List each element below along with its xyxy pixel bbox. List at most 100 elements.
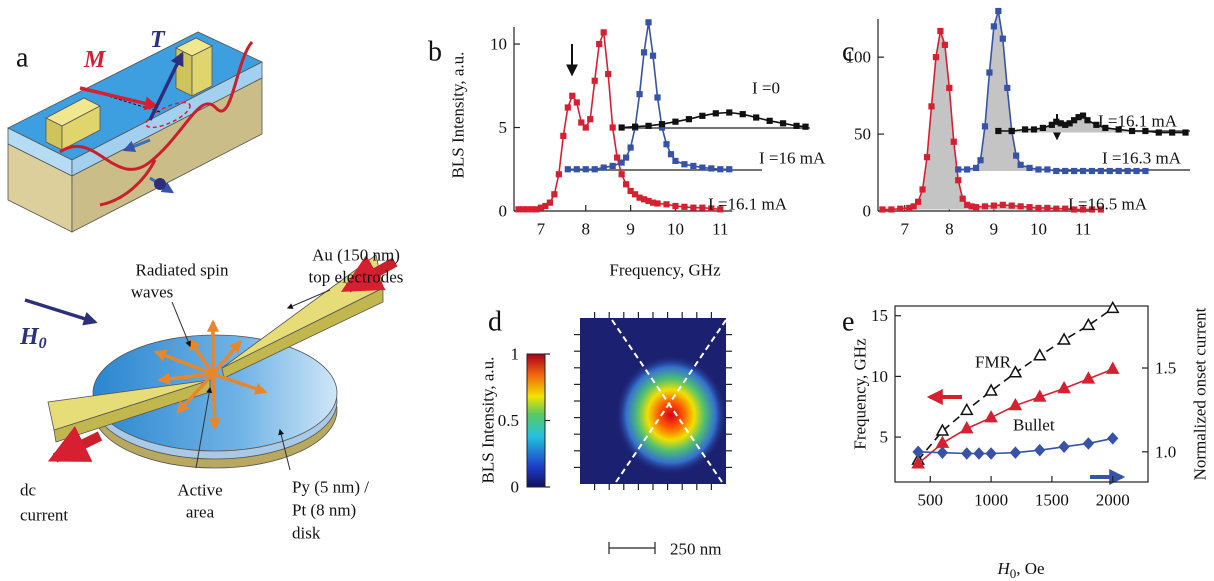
x-tick-label: 8 [945,220,954,239]
data-point [1026,164,1033,172]
data-point [631,123,639,130]
y2-tick-label: 1.0 [1155,442,1176,461]
data-point [1008,397,1023,411]
data-point [699,204,706,211]
data-point [999,201,1006,208]
data-point [631,191,639,198]
magnetization-label: M [83,47,107,73]
data-point [1062,167,1069,175]
series-label: FMR [975,353,1012,372]
x-tick-label: 1000 [974,491,1008,510]
data-point [605,70,612,78]
data-point [984,410,998,423]
y-tick-label: 100 [846,48,872,67]
data-point [1013,152,1020,159]
series-label: I =16.5 mA [1068,195,1148,214]
data-point [935,435,950,448]
electrode-edge [615,319,727,483]
data-point [973,447,985,460]
data-point [981,123,989,130]
data-point [1008,127,1015,135]
data-point [1035,166,1042,173]
data-point [1035,204,1042,212]
data-point [600,164,607,171]
x-tick-label: 7 [900,220,909,239]
series-label: I =0 [752,79,780,98]
data-point [1105,300,1120,314]
series-label: I =16.1 mA [1098,112,1178,131]
data-point [753,114,760,121]
data-point [618,171,625,178]
data-point [663,201,670,208]
data-point [1182,129,1189,136]
data-point [919,186,926,193]
data-point [928,103,935,110]
current-label: dc [20,481,37,500]
colorbar [526,353,546,488]
series-line [917,307,1114,461]
data-point [596,40,603,48]
data-point [640,49,648,56]
y-tick-label: 5 [499,118,508,137]
data-point [1071,206,1078,213]
data-point [1133,167,1140,175]
data-point [690,162,697,170]
data-point [699,164,706,171]
y-tick-label: 10 [490,35,507,54]
y-tick-label: 0 [863,202,872,221]
data-point [672,157,679,165]
data-point [1053,205,1060,212]
spin-wave-label: waves [131,283,173,302]
y-tick-label: 15 [871,306,888,325]
data-point [708,165,715,172]
data-point [1088,167,1096,175]
field-label: H0 [19,324,47,352]
data-point [910,203,917,210]
data-point [950,138,957,145]
electrode-label: Au (150 nm) [312,246,400,265]
colorbar-tick-label: 0.5 [498,411,519,430]
y2-tick-label: 1.5 [1155,359,1176,378]
data-point [726,166,733,173]
disk-label: Pt (8 nm) [292,501,356,520]
series-label: I =16 mA [759,149,826,168]
field-symbol: H [19,324,40,350]
data-point [1079,167,1087,175]
data-point [1097,206,1104,213]
electrode-label: top electrodes [309,268,404,287]
data-point [990,23,997,30]
x-axis-subscript: 0 [1010,566,1017,581]
active-area-label: Active [177,481,222,500]
data-point [1032,348,1047,361]
data-point [937,27,944,35]
data-point [1169,129,1176,136]
data-point [1057,332,1071,345]
data-point [1079,112,1087,119]
data-point [897,205,904,212]
data-point [1039,124,1047,132]
x-tick-label: 9 [990,220,999,239]
x-axis-label: Frequency, GHz [609,261,721,280]
data-point [802,123,809,130]
x-tick-label: 2000 [1096,491,1130,510]
data-point [986,69,993,76]
data-point [1057,380,1071,394]
data-point [981,203,989,210]
current-label: current [20,506,68,525]
data-point [955,177,962,184]
data-point [972,204,980,211]
data-point [995,127,1002,135]
disk-label: disk [292,524,321,543]
data-point [690,204,697,211]
data-point [1155,129,1162,136]
x-tick-label: 10 [667,220,684,239]
data-point [995,7,1002,15]
data-point [618,124,625,131]
data-point [699,112,706,119]
panel-label: b [428,37,442,68]
data-point [542,202,549,210]
data-point [600,29,607,36]
data-point [591,166,598,173]
scale-bar [608,542,656,554]
